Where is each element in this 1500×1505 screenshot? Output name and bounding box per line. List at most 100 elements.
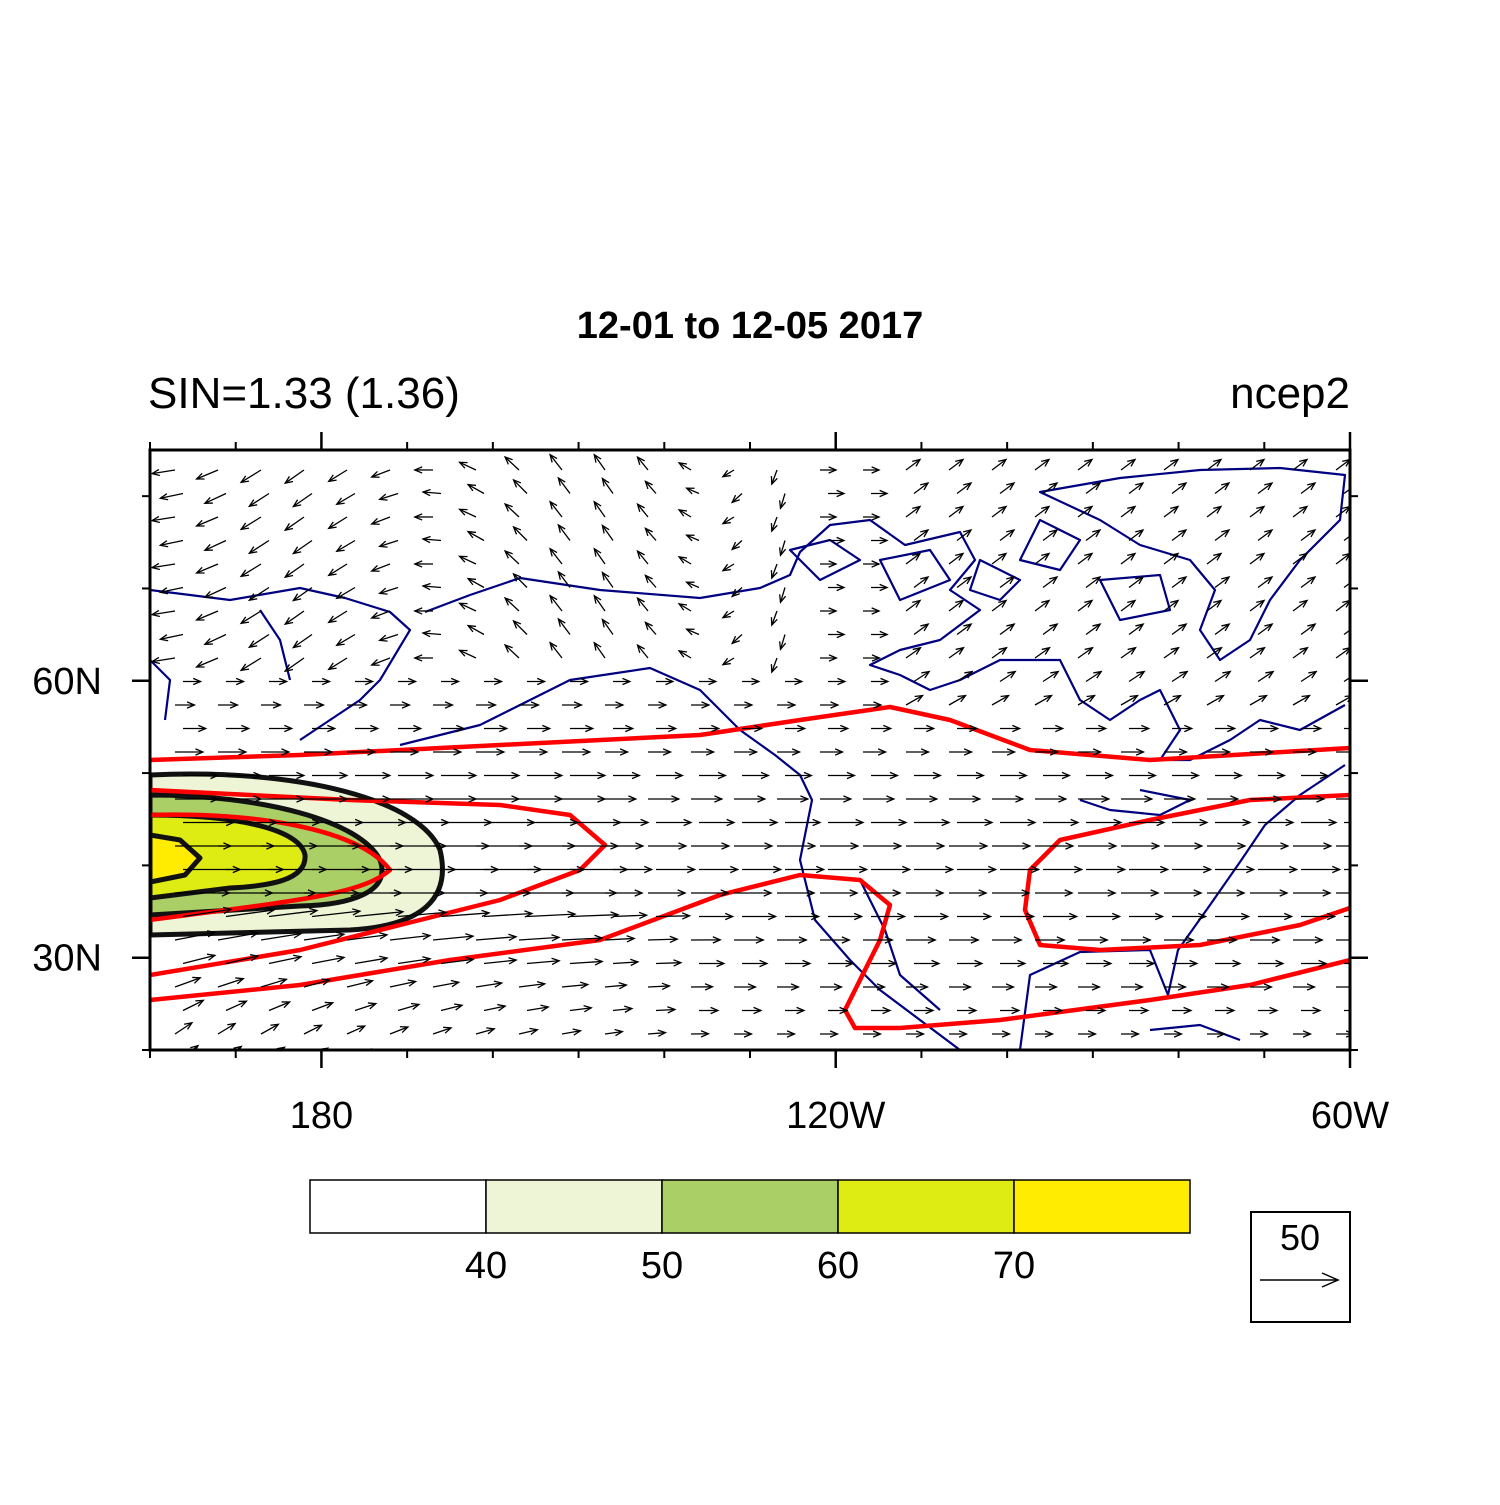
wind-vector — [205, 588, 226, 598]
wind-vector-head — [1095, 1054, 1102, 1060]
wind-vector — [613, 1055, 630, 1057]
wind-vector — [329, 658, 347, 669]
wind-vector — [441, 1051, 457, 1058]
colorbar-label: 60 — [817, 1245, 859, 1287]
wind-vector-head — [1356, 725, 1363, 731]
y-tick-label: 60N — [32, 661, 102, 703]
wind-vector — [285, 658, 304, 671]
wind-vector-head — [751, 1054, 758, 1060]
wind-vector — [293, 541, 312, 554]
wind-vector-head — [723, 517, 731, 523]
wind-vector-head — [493, 1051, 501, 1057]
wind-vector-head — [1224, 1054, 1231, 1060]
wind-vector-head — [1366, 890, 1373, 896]
wind-vector — [329, 470, 347, 481]
wind-vector — [337, 635, 355, 646]
wind-vector — [992, 696, 1009, 705]
wind-vector-head — [665, 1054, 673, 1060]
wind-vector-head — [1358, 937, 1365, 943]
wind-vector — [468, 626, 484, 635]
wind-vector-head — [966, 1054, 973, 1060]
wind-vector — [285, 470, 304, 483]
wind-vector-head — [241, 617, 249, 624]
wind-vector — [241, 470, 261, 482]
wind-vector — [205, 494, 226, 504]
wind-vector-head — [241, 523, 249, 530]
wind-vector-head — [329, 616, 337, 623]
wind-vector-head — [1052, 1054, 1059, 1060]
wind-vector — [460, 650, 476, 658]
wind-vector — [205, 635, 226, 645]
wind-vector-head — [579, 1053, 587, 1059]
wind-vector-head — [1353, 1054, 1360, 1060]
wind-vector — [527, 1053, 544, 1057]
wind-vector — [468, 532, 484, 541]
colorbar-label: 40 — [465, 1245, 507, 1287]
wind-vector-head — [1359, 796, 1366, 802]
wind-vector — [1293, 696, 1310, 705]
wind-vector — [468, 579, 484, 588]
colorbar-label: 50 — [641, 1245, 683, 1287]
colorbar-label: 70 — [993, 1245, 1035, 1287]
wind-vector — [1035, 696, 1052, 705]
wind-vector — [249, 635, 269, 648]
wind-vector-head — [329, 522, 337, 529]
wind-vector-head — [1362, 960, 1369, 966]
contour-line — [1025, 795, 1350, 950]
wind-vector-head — [337, 639, 345, 645]
wind-vector-head — [241, 664, 249, 671]
wind-vector-head — [679, 510, 687, 516]
colorbar-box — [1014, 1180, 1190, 1233]
wind-vector-head — [536, 1052, 544, 1058]
wind-vector — [269, 1002, 290, 1011]
wind-vector-head — [723, 611, 731, 617]
wind-vector — [285, 517, 304, 530]
wind-vector-head — [1363, 772, 1370, 778]
wind-vector-head — [794, 1054, 801, 1060]
wind-vector — [205, 541, 226, 551]
wind-vector — [285, 611, 304, 624]
wind-vector — [329, 611, 347, 622]
map-area — [150, 455, 1383, 1061]
wind-vector — [241, 611, 261, 623]
wind-vector-head — [1138, 1054, 1145, 1060]
wind-vector — [337, 588, 355, 599]
wind-vector — [226, 1001, 246, 1010]
title: 12-01 to 12-05 2017 — [577, 305, 923, 347]
wind-vector-head — [923, 1054, 930, 1060]
wind-vector — [183, 1000, 203, 1010]
wind-vector — [329, 517, 347, 528]
wind-vector-head — [723, 470, 731, 476]
wind-vector — [249, 494, 269, 507]
wind-vector — [293, 635, 312, 648]
colorbar-box — [310, 1180, 486, 1233]
wind-vector — [197, 611, 218, 620]
wind-vector-head — [1375, 866, 1382, 872]
wind-vector-head — [837, 1054, 844, 1060]
wind-vector — [468, 485, 484, 494]
wind-vector — [656, 963, 681, 964]
colorbar-box — [838, 1180, 1014, 1233]
left-string: SIN=1.33 (1.36) — [148, 369, 460, 418]
wind-vector — [249, 541, 269, 554]
wind-vector-head — [679, 651, 687, 657]
wind-vector — [484, 914, 532, 917]
wind-vector — [218, 979, 243, 987]
wind-vector — [460, 603, 476, 611]
wind-vector-head — [679, 604, 687, 610]
wind-vector — [519, 937, 559, 940]
coastline — [1020, 468, 1345, 660]
wind-vector — [241, 658, 261, 670]
wind-vector — [656, 916, 690, 917]
wind-vector-head — [1351, 749, 1358, 755]
wind-vector-head — [708, 1054, 715, 1060]
wind-vector-head — [1350, 624, 1358, 631]
wind-vector — [175, 978, 200, 987]
wind-vector — [293, 494, 312, 507]
wind-vector-head — [337, 545, 345, 551]
wind-vector — [460, 509, 476, 517]
wind-vector — [906, 696, 923, 705]
wind-vector — [460, 556, 476, 564]
